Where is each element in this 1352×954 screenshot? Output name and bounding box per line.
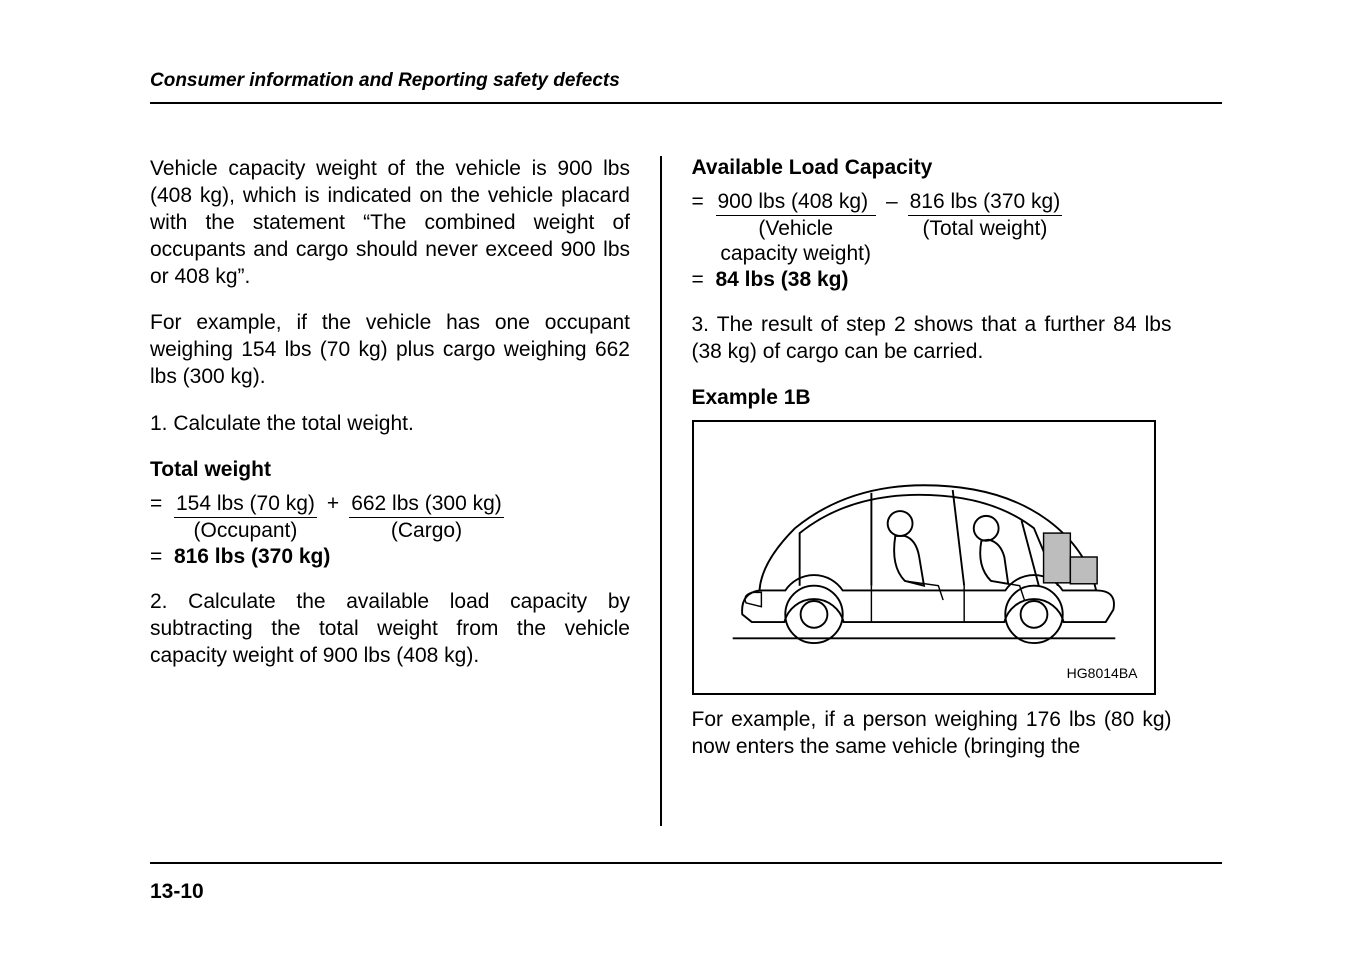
- left-column: Vehicle capacity weight of the vehicle i…: [150, 156, 660, 826]
- available-load-calc: = 900 lbs (408 kg) (Vehicle capacity wei…: [692, 190, 1172, 266]
- footer-rule: [150, 862, 1222, 864]
- total-weight-heading: Total weight: [150, 458, 630, 482]
- available-load-result: = 84 lbs (38 kg): [692, 268, 1172, 292]
- calc-operator: +: [317, 492, 349, 516]
- calc-term: 900 lbs (408 kg) (Vehicle capacity weigh…: [716, 190, 876, 266]
- step-line: 2. Calculate the available load capacity…: [150, 589, 630, 670]
- page-number: 13-10: [150, 880, 204, 904]
- calc-label: (Total weight): [922, 217, 1047, 241]
- step-line: 1. Calculate the total weight.: [150, 411, 630, 438]
- calc-label: (Cargo): [391, 519, 462, 543]
- result-value: 816 lbs (370 kg): [174, 545, 330, 568]
- step-line: 3. The result of step 2 shows that a fur…: [692, 312, 1172, 366]
- paragraph: Vehicle capacity weight of the vehicle i…: [150, 156, 630, 290]
- paragraph: For example, if a person weighing 176 lb…: [692, 707, 1172, 761]
- equals-sign: =: [150, 492, 174, 516]
- equals-sign: =: [692, 190, 716, 214]
- right-column: Available Load Capacity = 900 lbs (408 k…: [662, 156, 1172, 826]
- total-weight-result: = 816 lbs (370 kg): [150, 545, 630, 569]
- page-header-title: Consumer information and Reporting safet…: [150, 70, 1222, 92]
- calc-term: 816 lbs (370 kg) (Total weight): [908, 190, 1063, 241]
- calc-value: 900 lbs (408 kg): [716, 190, 876, 216]
- header-rule: [150, 102, 1222, 104]
- calc-label: (Vehicle: [758, 217, 833, 241]
- calc-value: 154 lbs (70 kg): [174, 492, 317, 518]
- calc-label: (Occupant): [194, 519, 298, 543]
- diagram-code: HG8014BA: [1067, 665, 1138, 681]
- example-heading: Example 1B: [692, 386, 1172, 410]
- car-illustration-icon: [704, 432, 1144, 682]
- two-column-layout: Vehicle capacity weight of the vehicle i…: [150, 156, 1222, 826]
- calc-value: 816 lbs (370 kg): [908, 190, 1063, 216]
- calc-term: 154 lbs (70 kg) (Occupant): [174, 492, 317, 543]
- calc-value: 662 lbs (300 kg): [349, 492, 504, 518]
- result-value: 84 lbs (38 kg): [715, 268, 848, 291]
- calc-operator: –: [876, 190, 908, 214]
- calc-label: capacity weight): [720, 242, 871, 266]
- calc-term: 662 lbs (300 kg) (Cargo): [349, 492, 504, 543]
- vehicle-diagram: HG8014BA: [692, 420, 1156, 695]
- total-weight-calc: = 154 lbs (70 kg) (Occupant) + 662 lbs (…: [150, 492, 630, 543]
- available-load-heading: Available Load Capacity: [692, 156, 1172, 180]
- paragraph: For example, if the vehicle has one occu…: [150, 310, 630, 391]
